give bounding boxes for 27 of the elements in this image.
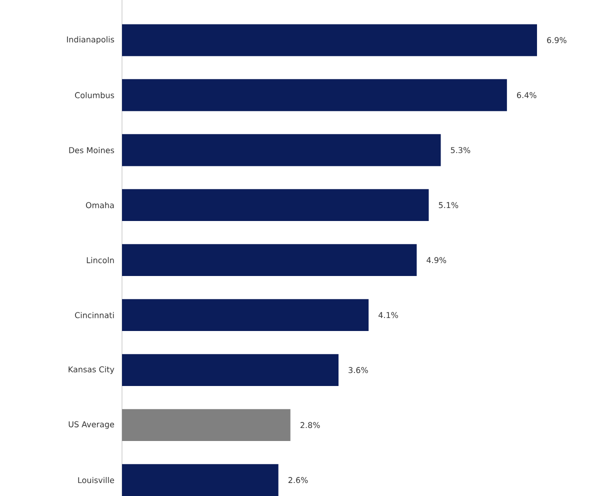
y-tick-label: US Average xyxy=(68,421,114,429)
data-label: 4.9% xyxy=(426,257,446,264)
y-tick-label: Cincinnati xyxy=(75,312,114,318)
data-label: 5.3% xyxy=(450,147,470,154)
bar xyxy=(122,464,278,496)
bar xyxy=(122,354,339,386)
y-tick-label: Lincoln xyxy=(86,257,114,264)
bar xyxy=(122,134,441,166)
bar xyxy=(122,244,417,276)
y-tick-label: Kansas City xyxy=(68,366,114,374)
y-tick-label: Des Moines xyxy=(69,147,114,154)
data-label: 5.1% xyxy=(438,202,458,208)
data-label: 6.9% xyxy=(547,37,566,44)
y-tick-label: Louisville xyxy=(78,476,114,484)
data-label: 2.8% xyxy=(300,422,320,428)
bar xyxy=(122,79,507,112)
data-label: 6.4% xyxy=(517,92,536,98)
data-label: 4.1% xyxy=(378,312,398,318)
y-tick-label: Omaha xyxy=(86,202,114,208)
bar xyxy=(122,24,538,56)
y-tick-label: Columbus xyxy=(75,92,114,98)
bar xyxy=(122,409,290,442)
data-label: 2.6% xyxy=(288,477,308,484)
bar xyxy=(122,189,429,222)
data-label: 3.6% xyxy=(348,367,368,374)
bar xyxy=(122,299,369,332)
y-tick-label: Indianapolis xyxy=(67,36,114,44)
